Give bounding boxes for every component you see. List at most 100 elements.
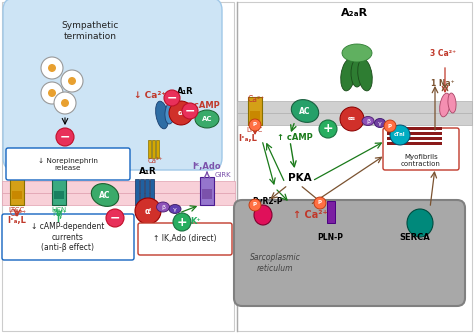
Ellipse shape [195, 110, 219, 128]
Text: P: P [388, 124, 392, 129]
Circle shape [249, 119, 261, 131]
Bar [10, 177, 24, 205]
Ellipse shape [165, 102, 175, 124]
Text: αᴵ: αᴵ [145, 206, 152, 215]
Text: Ca²⁺: Ca²⁺ [10, 208, 27, 217]
Text: Sarcoplasmic
reticulum: Sarcoplasmic reticulum [250, 253, 301, 273]
Ellipse shape [155, 101, 168, 129]
Bar [387, 132, 442, 135]
Circle shape [68, 77, 76, 85]
Circle shape [319, 120, 337, 138]
Text: αs: αs [348, 117, 356, 122]
Bar [152, 140, 155, 158]
Bar [202, 189, 212, 199]
Text: PKA: PKA [288, 173, 312, 183]
Text: αᴵ: αᴵ [178, 110, 184, 116]
Text: ↓ cAMP-dependent
currents
(anti-β effect): ↓ cAMP-dependent currents (anti-β effect… [31, 222, 105, 252]
Ellipse shape [440, 93, 450, 117]
Text: 1 Na⁺: 1 Na⁺ [431, 79, 455, 88]
Circle shape [41, 57, 63, 79]
Bar [2, 2, 234, 331]
Bar [248, 97, 262, 125]
Circle shape [56, 128, 74, 146]
Circle shape [314, 197, 326, 209]
Text: Ca²⁺: Ca²⁺ [248, 95, 265, 104]
FancyBboxPatch shape [3, 0, 222, 170]
Bar [150, 179, 154, 205]
Text: Sympathetic
termination: Sympathetic termination [61, 21, 118, 41]
Text: 3 Ca²⁺: 3 Ca²⁺ [430, 49, 456, 58]
Text: LTCC: LTCC [247, 127, 263, 133]
Text: ↑ cAMP: ↑ cAMP [277, 134, 313, 143]
Ellipse shape [448, 93, 456, 113]
Circle shape [164, 90, 180, 106]
Text: AC: AC [299, 107, 311, 116]
Circle shape [340, 107, 364, 131]
Circle shape [61, 99, 69, 107]
Circle shape [54, 92, 76, 114]
Text: A₂ₐR: A₂ₐR [341, 8, 369, 18]
Text: −: − [185, 105, 195, 118]
Text: HCN: HCN [51, 207, 67, 213]
Circle shape [169, 101, 193, 125]
FancyBboxPatch shape [234, 200, 465, 306]
Text: Iᶜₐ,L: Iᶜₐ,L [238, 134, 257, 143]
Bar [145, 179, 149, 205]
Text: LTCC: LTCC [9, 207, 25, 213]
Circle shape [249, 199, 261, 211]
Ellipse shape [374, 119, 385, 128]
Ellipse shape [358, 59, 372, 91]
Text: cTnI: cTnI [394, 133, 406, 138]
Ellipse shape [341, 59, 356, 91]
Text: Iᴷ,Ado: Iᴷ,Ado [193, 162, 221, 170]
FancyBboxPatch shape [2, 214, 134, 260]
Text: K⁺: K⁺ [191, 217, 201, 226]
Bar [52, 177, 66, 205]
Bar [237, 113, 472, 125]
Circle shape [390, 125, 410, 145]
Ellipse shape [362, 117, 374, 126]
Bar [2, 193, 235, 205]
Bar [250, 111, 260, 120]
Text: γ: γ [378, 121, 382, 126]
Text: −: − [110, 211, 120, 224]
Circle shape [48, 89, 56, 97]
Circle shape [41, 82, 63, 104]
Circle shape [384, 120, 396, 132]
Bar [237, 101, 472, 113]
Ellipse shape [292, 100, 319, 123]
Text: Myofibrils
contraction: Myofibrils contraction [401, 155, 441, 167]
Ellipse shape [156, 202, 170, 212]
FancyBboxPatch shape [383, 128, 459, 170]
Bar [140, 179, 144, 205]
Bar [156, 140, 159, 158]
Text: γ: γ [173, 206, 177, 211]
Text: GIRK: GIRK [215, 172, 232, 178]
Text: β: β [161, 204, 165, 209]
Text: A₁R: A₁R [177, 87, 193, 96]
Bar [135, 179, 139, 205]
Ellipse shape [169, 204, 181, 213]
Bar [387, 142, 442, 145]
Ellipse shape [342, 44, 372, 62]
Text: −: − [167, 92, 177, 105]
Text: +: + [323, 123, 333, 136]
Bar [2, 181, 235, 193]
Bar [237, 2, 472, 331]
FancyBboxPatch shape [138, 223, 232, 255]
Text: SERCA: SERCA [400, 233, 430, 242]
Bar [387, 137, 442, 140]
Circle shape [173, 213, 191, 231]
Bar [327, 201, 335, 223]
Polygon shape [70, 158, 110, 178]
Bar [387, 127, 442, 130]
Text: +: + [177, 215, 187, 228]
Text: RyR2-P: RyR2-P [253, 196, 283, 205]
Text: ↓ Ca²⁺: ↓ Ca²⁺ [134, 92, 166, 101]
Circle shape [106, 209, 124, 227]
Ellipse shape [351, 59, 363, 87]
Text: ↑ Ca²⁺: ↑ Ca²⁺ [292, 210, 328, 220]
Text: β: β [366, 119, 370, 124]
Circle shape [48, 64, 56, 72]
Text: AC: AC [99, 190, 111, 199]
